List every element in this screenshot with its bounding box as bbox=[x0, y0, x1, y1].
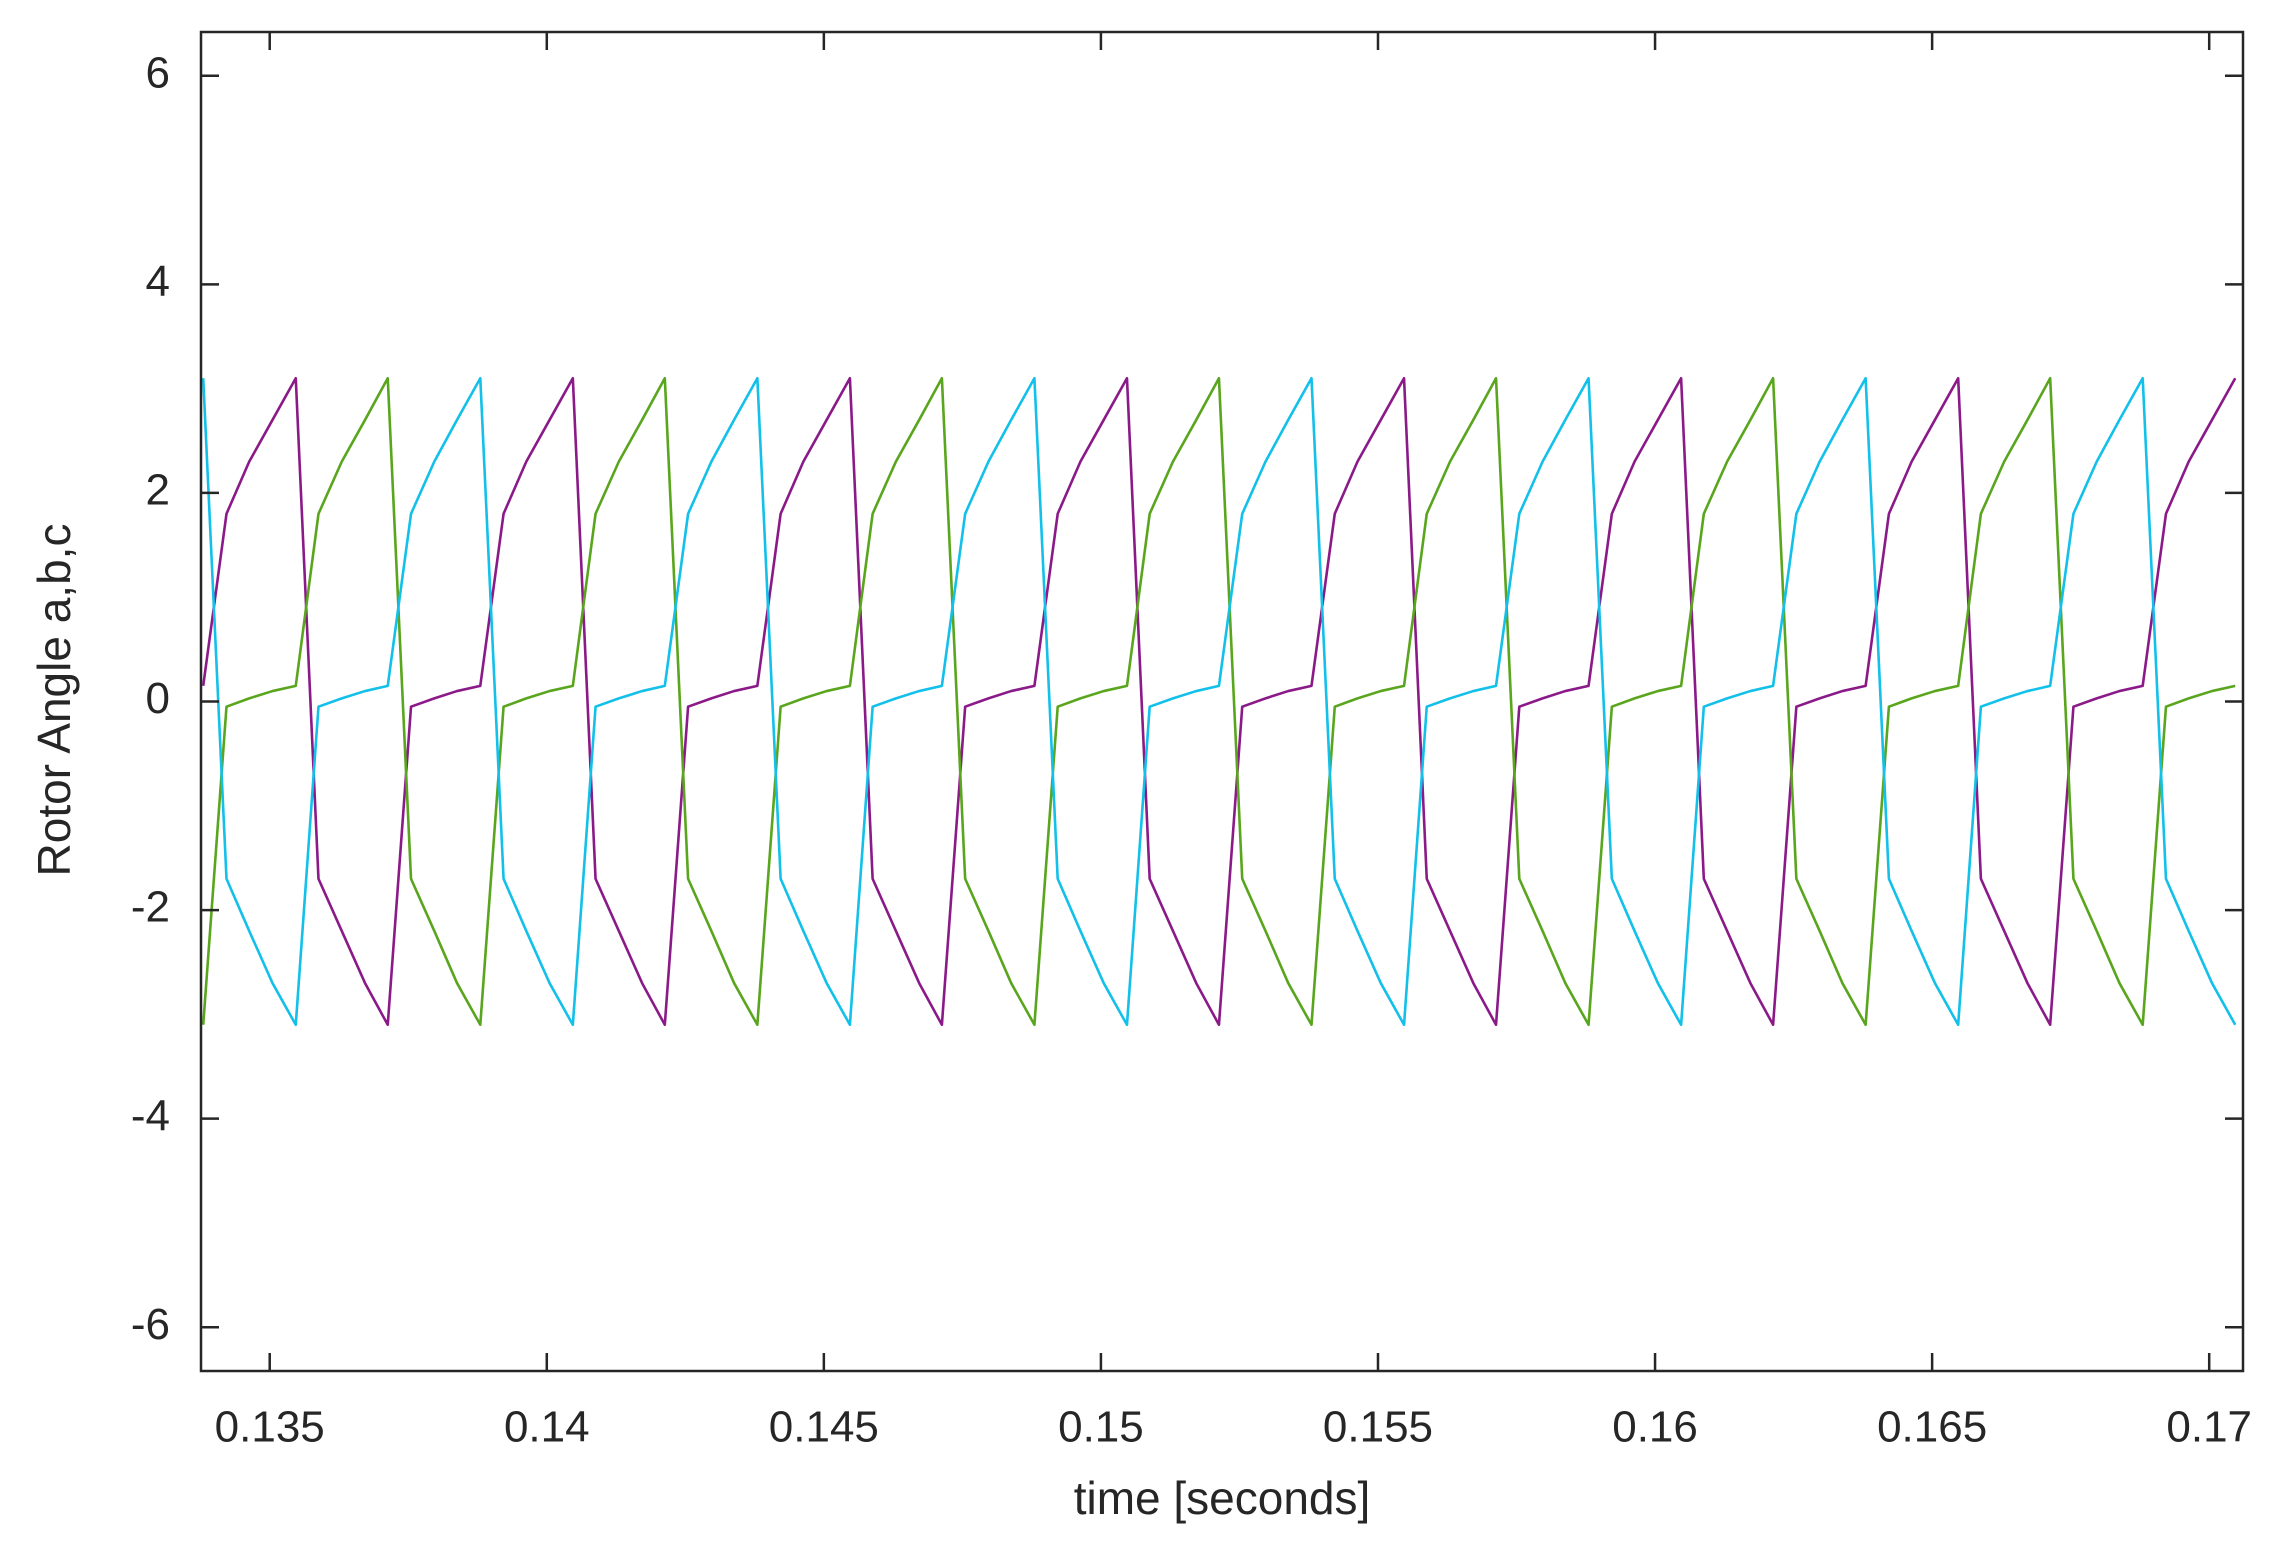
x-tick-label: 0.16 bbox=[1612, 1403, 1698, 1452]
y-tick-label: -4 bbox=[131, 1091, 170, 1140]
line-series bbox=[201, 376, 2237, 1027]
y-tick-label: -6 bbox=[131, 1300, 170, 1349]
x-tick-label: 0.17 bbox=[2166, 1403, 2252, 1452]
x-axis-label: time [seconds] bbox=[1074, 1472, 1371, 1524]
x-tick-label: 0.155 bbox=[1323, 1403, 1433, 1452]
y-tick-label: 6 bbox=[146, 48, 170, 97]
y-tick-label: -2 bbox=[131, 883, 170, 932]
y-tick-label: 2 bbox=[146, 466, 170, 515]
line-series bbox=[201, 376, 2236, 1027]
x-tick-label: 0.14 bbox=[504, 1403, 590, 1452]
y-tick-label: 0 bbox=[146, 674, 170, 723]
y-axis-label: Rotor Angle a,b,c bbox=[28, 524, 80, 877]
x-tick-label: 0.165 bbox=[1877, 1403, 1987, 1452]
line-series bbox=[201, 376, 2237, 1027]
y-tick-label: 4 bbox=[146, 257, 170, 306]
x-tick-label: 0.145 bbox=[769, 1403, 879, 1452]
x-tick-label: 0.15 bbox=[1058, 1403, 1144, 1452]
x-tick-label: 0.135 bbox=[215, 1403, 325, 1452]
